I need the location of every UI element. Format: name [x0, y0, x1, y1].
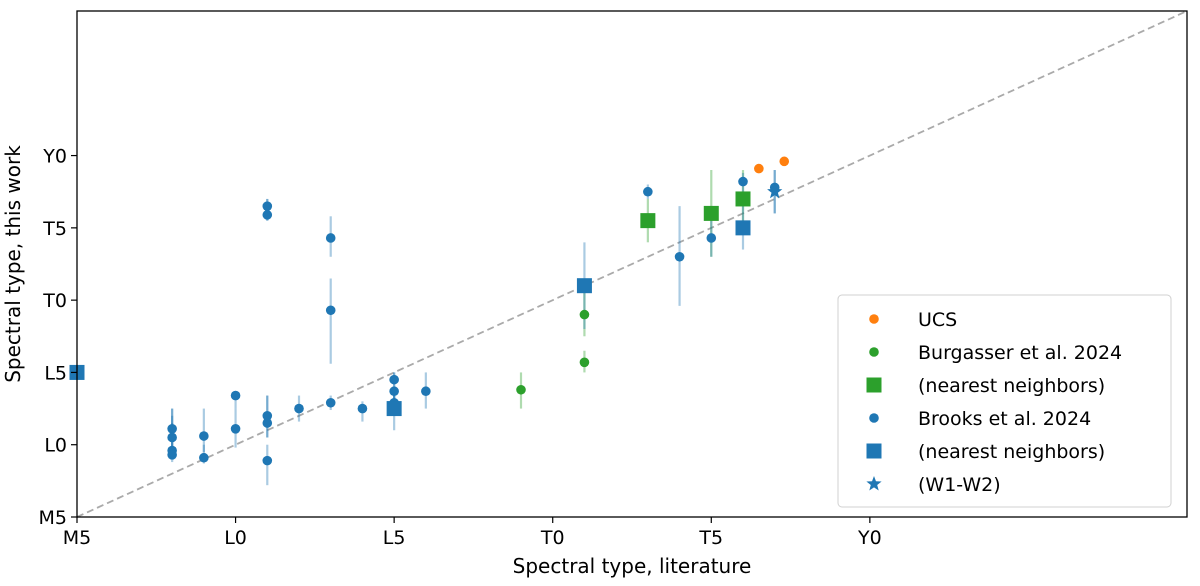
x-tick-label: M5 [63, 527, 91, 549]
data-point-circle [389, 386, 399, 397]
data-point-circle [262, 210, 273, 220]
data-point-circle [389, 374, 399, 385]
tick-layer: M5 L0 L5 T0 T5 Y0 M5 L0 L5 T0 T5 Y0 [39, 146, 882, 549]
x-tick-label: T0 [540, 527, 565, 549]
legend-entry: Burgasser et al. 2024 [918, 342, 1122, 364]
data-point-square [640, 213, 656, 229]
data-point-square [735, 220, 751, 236]
x-tick-label: L5 [383, 527, 406, 549]
y-tick-label: L5 [44, 362, 67, 384]
plot-frame [76, 10, 1188, 518]
y-tick-label: Y0 [42, 146, 67, 168]
data-point-square [386, 401, 402, 417]
legend-box [837, 294, 1172, 508]
data-point-circle [325, 233, 336, 243]
x-tick-label: T5 [698, 527, 723, 549]
data-point-circle [230, 390, 241, 401]
data-point-circle [754, 163, 764, 174]
data-point-circle [643, 186, 653, 197]
legend-entry: Brooks et al. 2024 [918, 408, 1091, 430]
data-point-square [703, 205, 719, 221]
data-point-circle [199, 452, 209, 463]
data-point-circle [579, 309, 590, 320]
legend-marker [869, 413, 879, 423]
data-point-circle [262, 411, 273, 421]
legend-marker [866, 377, 882, 393]
legend-marker [866, 443, 882, 459]
legend-entry: (W1-W2) [918, 474, 1001, 496]
legend-marker [869, 347, 879, 357]
legend-entry: (nearest neighbors) [918, 441, 1105, 463]
x-axis-label: Spectral type, literature [513, 554, 752, 578]
reference-line [76, 10, 1188, 518]
data-point-circle [421, 386, 431, 397]
data-point-circle [167, 424, 177, 434]
legend: UCS Burgasser et al. 2024 (nearest neighb… [837, 294, 1172, 508]
y-tick-label: T0 [42, 290, 67, 312]
legend-entry: (nearest neighbors) [918, 375, 1105, 397]
data-point-circle [167, 450, 177, 460]
y-tick-label: L0 [44, 435, 67, 457]
error-bar-layer [171, 170, 776, 486]
y-axis-label: Spectral type, this work [1, 145, 25, 383]
data-point-circle [516, 384, 526, 395]
data-point-circle [706, 233, 717, 243]
x-tick-label: L0 [224, 527, 247, 549]
y-tick-label: T5 [42, 218, 67, 240]
data-point-circle [579, 357, 590, 368]
legend-marker [866, 476, 882, 491]
data-point-circle [738, 176, 748, 187]
data-point-circle [357, 403, 368, 414]
data-point-circle [230, 424, 241, 434]
data-point-circle [199, 431, 209, 441]
data-point-circle [779, 156, 790, 167]
data-point-square [576, 278, 592, 294]
data-point-circle [325, 305, 336, 316]
marker-layer [69, 156, 790, 466]
legend-marker [869, 314, 879, 324]
data-point-circle [294, 403, 304, 414]
data-point-square [735, 191, 751, 207]
data-point-circle [325, 397, 336, 408]
reference-line-layer [76, 10, 1188, 518]
data-point-circle [167, 432, 177, 443]
x-tick-label: Y0 [857, 527, 882, 549]
y-tick-label: M5 [39, 507, 67, 529]
data-point-circle [262, 418, 273, 428]
data-point-star [767, 183, 783, 199]
data-point-circle [262, 201, 273, 211]
legend-entry: UCS [918, 309, 957, 331]
data-point-circle [674, 251, 685, 262]
data-point-circle [262, 455, 273, 466]
